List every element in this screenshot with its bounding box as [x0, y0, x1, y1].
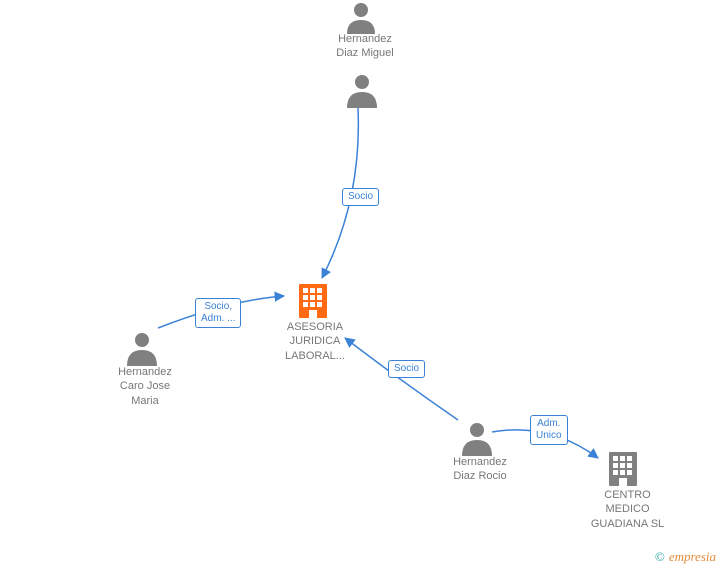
- label-asesoria: ASESORIA JURIDICA LABORAL...: [275, 320, 355, 363]
- watermark: © empresia: [655, 549, 716, 565]
- building-icon: [609, 452, 637, 486]
- edge-label-rocio-asesoria: Socio: [388, 360, 425, 378]
- person-icon: [347, 75, 377, 108]
- label-hernandez-diaz-miguel: Hernandez Diaz Miguel: [330, 32, 400, 61]
- label-centro-medico: CENTRO MEDICO GUADIANA SL: [585, 488, 670, 531]
- person-icon: [127, 333, 157, 366]
- label-hernandez-caro-jose-maria: Hernandez Caro Jose Maria: [105, 365, 185, 408]
- person-icon[interactable]: [347, 3, 375, 34]
- person-icon: [462, 423, 492, 456]
- edge-rocio-asesoria: [345, 338, 458, 420]
- edge-label-jose-asesoria: Socio, Adm. ...: [195, 298, 241, 328]
- label-hernandez-diaz-rocio: Hernandez Diaz Rocio: [440, 455, 520, 484]
- edge-label-rocio-centro: Adm. Unico: [530, 415, 568, 445]
- copyright-symbol: ©: [655, 549, 665, 564]
- edge-label-miguel-asesoria: Socio: [342, 188, 379, 206]
- node-hernandez-diaz-miguel[interactable]: [345, 72, 379, 113]
- node-centro-medico[interactable]: [605, 450, 641, 491]
- brand-name: empresia: [669, 549, 716, 564]
- node-asesoria[interactable]: [295, 282, 331, 323]
- building-icon: [299, 284, 327, 318]
